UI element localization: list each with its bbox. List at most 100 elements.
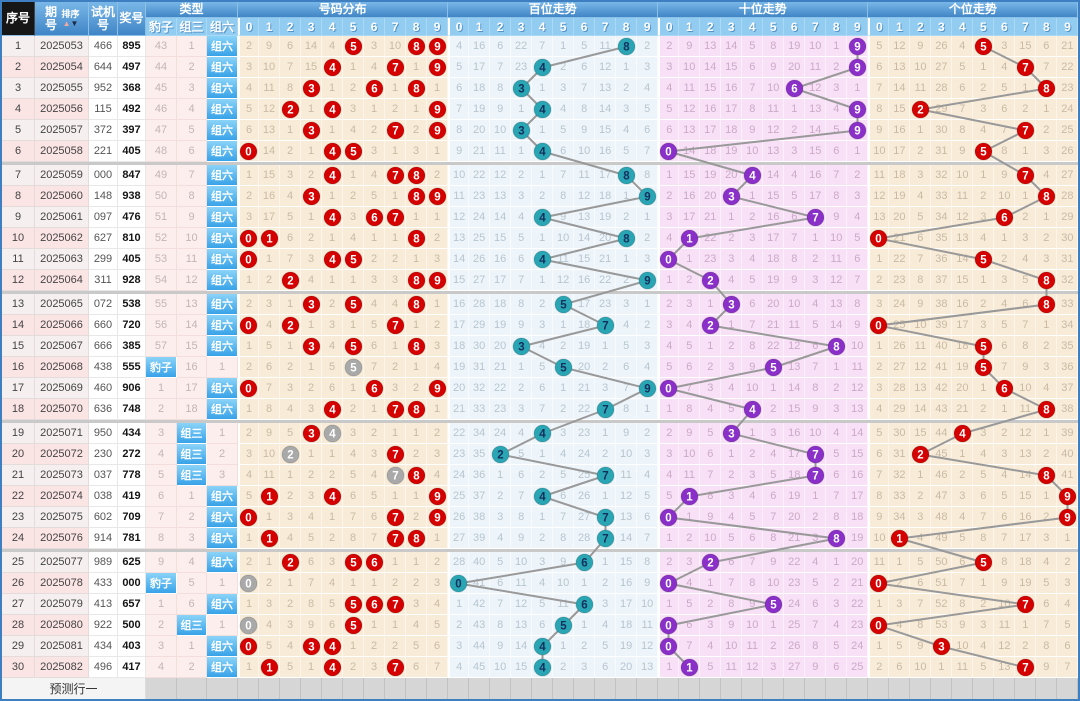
miss-cell: 12 — [637, 636, 659, 657]
miss-cell: 42 — [469, 594, 491, 615]
miss-cell: 10 — [763, 78, 785, 99]
miss-cell: 1 — [595, 423, 617, 444]
miss-cell: 26 — [931, 36, 953, 57]
miss-cell: 2 — [973, 294, 995, 315]
miss-cell: 9 — [721, 615, 743, 636]
hit-cell — [238, 378, 260, 399]
miss-cell: 2 — [364, 120, 386, 141]
miss-cell: 37 — [469, 486, 491, 507]
miss-cell: 2 — [847, 165, 869, 186]
cell-type-z6: 1 — [207, 423, 239, 444]
miss-cell: 4 — [406, 615, 428, 636]
hit-cell — [427, 120, 449, 141]
miss-cell: 16 — [616, 573, 638, 594]
prediction-cell — [406, 678, 428, 699]
cell-type-bz: 9 — [146, 552, 177, 573]
hit-cell — [406, 336, 428, 357]
cell-jianghao: 847 — [118, 165, 146, 186]
prediction-cell — [427, 678, 449, 699]
sort-desc-icon[interactable]: ▼ — [70, 18, 79, 28]
prediction-cell — [805, 678, 827, 699]
miss-cell: 37 — [931, 270, 953, 291]
miss-cell: 11 — [847, 357, 869, 378]
miss-cell: 8 — [973, 528, 995, 549]
miss-cell: 5 — [889, 636, 911, 657]
miss-cell: 15 — [595, 120, 617, 141]
hit-cell — [868, 315, 890, 336]
digit-header: 3 — [301, 18, 323, 36]
miss-cell: 2 — [805, 249, 827, 270]
miss-cell: 1 — [322, 228, 344, 249]
cell-jianghao: 368 — [118, 78, 146, 99]
miss-cell: 1 — [301, 141, 323, 162]
miss-cell: 3 — [490, 507, 512, 528]
miss-cell: 5 — [763, 465, 785, 486]
cell-qihao: 2025072 — [35, 444, 89, 465]
miss-cell: 7 — [952, 573, 974, 594]
miss-cell: 1 — [532, 270, 554, 291]
cell-type-bz: 4 — [146, 444, 177, 465]
group-separator — [2, 162, 1078, 165]
cell-type-z3: 1 — [177, 636, 207, 657]
miss-cell: 1 — [847, 141, 869, 162]
miss-cell: 14 — [259, 141, 281, 162]
miss-cell: 25 — [448, 486, 470, 507]
miss-cell: 6 — [574, 57, 596, 78]
miss-cell: 5 — [301, 528, 323, 549]
hit-cell — [637, 378, 659, 399]
miss-cell: 7 — [511, 486, 533, 507]
miss-cell: 5 — [532, 357, 554, 378]
hit-cell — [427, 36, 449, 57]
miss-cell: 3 — [658, 207, 680, 228]
hit-cell — [847, 120, 869, 141]
cell-type-z6: 组六 — [207, 378, 239, 399]
miss-cell: 20 — [448, 378, 470, 399]
hit-cell — [280, 315, 302, 336]
hit-cell — [385, 507, 407, 528]
miss-cell: 1 — [721, 315, 743, 336]
cell-qihao: 2025062 — [35, 228, 89, 249]
miss-cell: 2 — [406, 444, 428, 465]
miss-cell: 1 — [259, 249, 281, 270]
miss-cell: 19 — [847, 528, 869, 549]
miss-cell: 2 — [973, 186, 995, 207]
miss-cell: 2 — [658, 186, 680, 207]
miss-cell: 6 — [679, 357, 701, 378]
hit-cell — [343, 336, 365, 357]
miss-cell: 5 — [322, 594, 344, 615]
miss-cell: 15 — [784, 399, 806, 420]
col-header-shijihao: 试机号 — [89, 2, 118, 36]
hit-cell — [847, 99, 869, 120]
miss-cell: 11 — [910, 78, 932, 99]
cell-shijihao: 627 — [89, 228, 118, 249]
miss-cell: 2 — [721, 336, 743, 357]
sort-asc-icon[interactable]: ▲ — [62, 18, 71, 28]
miss-cell: 4 — [238, 78, 260, 99]
sort-label[interactable]: 排序 — [61, 8, 80, 19]
miss-cell: 4 — [721, 378, 743, 399]
miss-cell: 1 — [868, 636, 890, 657]
miss-cell: 17 — [469, 57, 491, 78]
miss-cell: 6 — [1057, 636, 1078, 657]
hit-cell — [322, 207, 344, 228]
miss-cell: 1 — [742, 423, 764, 444]
miss-cell: 5 — [826, 444, 848, 465]
cell-qihao: 2025073 — [35, 465, 89, 486]
cell-qihao: 2025076 — [35, 528, 89, 549]
hit-cell — [1036, 270, 1058, 291]
miss-cell: 3 — [658, 57, 680, 78]
miss-cell: 22 — [574, 399, 596, 420]
miss-cell: 5 — [364, 186, 386, 207]
miss-cell: 12 — [889, 36, 911, 57]
miss-cell: 16 — [259, 186, 281, 207]
miss-cell: 15 — [1015, 36, 1037, 57]
hit-cell — [280, 270, 302, 291]
miss-cell: 9 — [553, 207, 575, 228]
prediction-cell — [259, 678, 281, 699]
miss-cell: 8 — [637, 552, 659, 573]
digit-header: 6 — [364, 18, 386, 36]
miss-cell: 11 — [721, 657, 743, 678]
miss-cell: 2 — [301, 228, 323, 249]
sort-control[interactable]: 排序 ▲▼ — [61, 8, 80, 28]
